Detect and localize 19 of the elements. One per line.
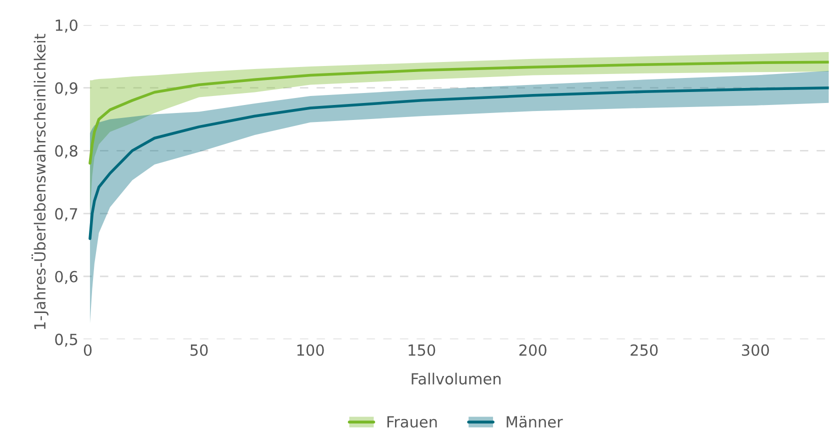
x-tick-label: 300 <box>742 344 769 356</box>
y-tick-label: 0,8 <box>55 145 78 158</box>
y-axis-title: 1-Jahres-Überlebenswahrscheinlichkeit <box>31 34 48 329</box>
x-tick-label: 250 <box>630 344 658 356</box>
line-series <box>88 86 829 240</box>
y-tick-label: 0,7 <box>55 208 78 222</box>
y-tick-label: 1,0 <box>56 19 78 33</box>
x-tick-label: 100 <box>297 344 324 356</box>
y-tick-label: 0,5 <box>55 334 78 347</box>
y-tick-label: 0,6 <box>55 270 78 284</box>
line-series <box>88 60 829 165</box>
x-axis-title: Fallvolumen <box>412 372 501 385</box>
x-tick-label: 150 <box>408 344 436 356</box>
y-tick-label: 0,9 <box>55 82 78 96</box>
legend-label: Männer <box>506 416 563 428</box>
x-tick-label: 200 <box>519 344 546 356</box>
x-tick-label: 0 <box>84 344 92 356</box>
x-tick-label: 50 <box>190 344 208 356</box>
legend-label: Frauen <box>387 416 437 428</box>
